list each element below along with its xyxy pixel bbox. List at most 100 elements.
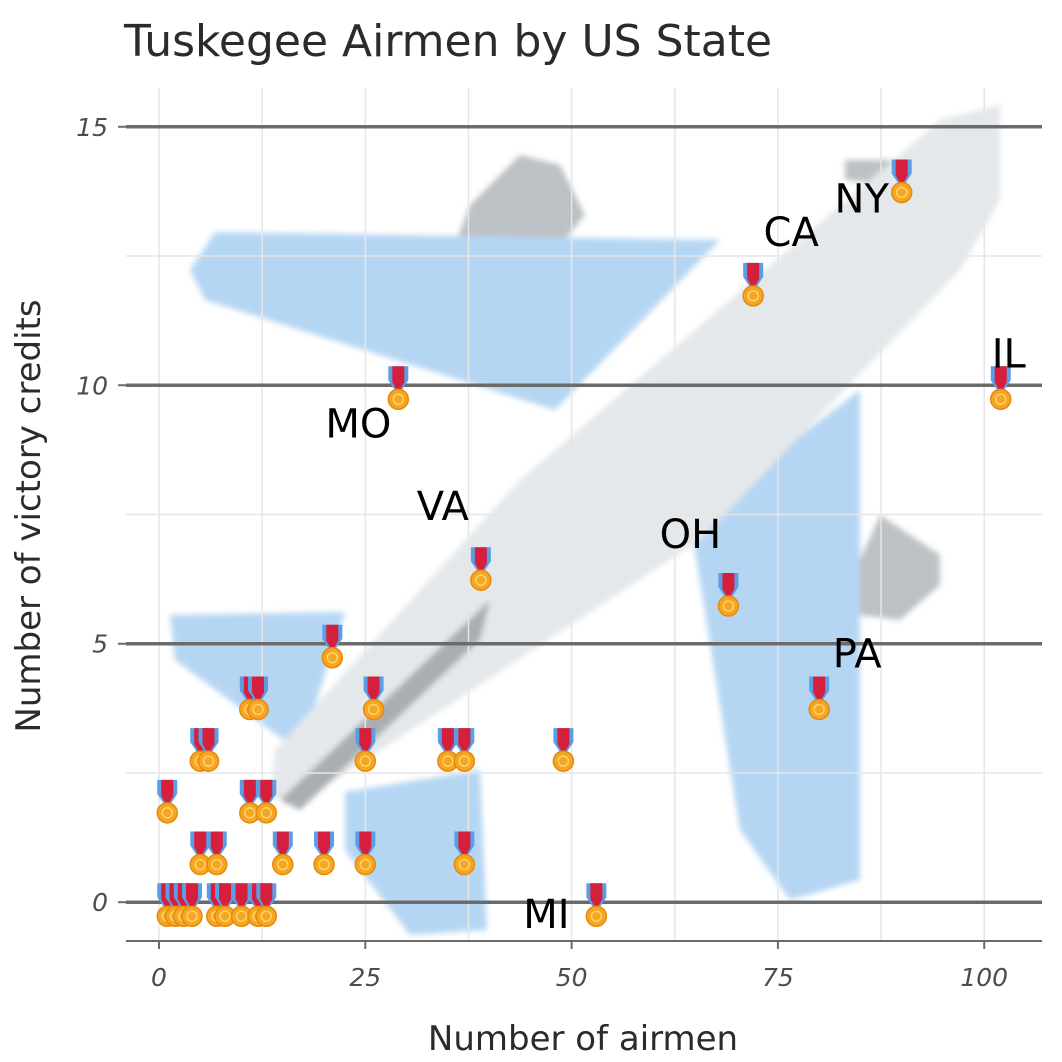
medal-ribbon: [590, 883, 603, 907]
airplane-right-tail: [345, 770, 487, 935]
medal-disc: [354, 750, 377, 772]
medal-star: [458, 755, 471, 767]
gridlines: [126, 88, 1042, 941]
airplane-fuselage: [270, 105, 1000, 800]
medal-ribbon: [276, 831, 289, 855]
medal-ribbon: [474, 547, 487, 571]
medal-disc: [181, 905, 203, 927]
medal-star: [392, 393, 405, 406]
medal-disc: [197, 750, 220, 772]
medal-ribbon: [359, 831, 372, 855]
medal-star: [202, 755, 215, 767]
medal-ribbon: [813, 676, 826, 700]
medal-star: [194, 858, 207, 871]
state-label: MI: [523, 892, 569, 938]
medal-icon: [354, 831, 377, 876]
medal-ribbon: [722, 573, 735, 597]
y-tick-label: 0: [92, 888, 108, 917]
medal-disc: [206, 853, 228, 876]
medal-disc: [989, 388, 1012, 411]
medal-disc: [321, 646, 344, 669]
medal-icon: [890, 159, 913, 204]
medal-icon: [453, 831, 476, 876]
medal-icon: [552, 728, 575, 772]
airplane-icon: [170, 105, 1000, 935]
medal-ribbon: [194, 831, 207, 855]
x-axis-title: Number of airmen: [428, 1019, 738, 1059]
x-tick-label: 100: [960, 963, 1008, 992]
medal-disc: [470, 569, 492, 591]
medal-ribbon: [252, 676, 265, 700]
medal-icon: [453, 728, 476, 772]
medal-disc: [362, 698, 385, 721]
medal-star: [895, 186, 908, 199]
x-tick-label: 25: [349, 963, 381, 992]
x-tick-label: 0: [151, 963, 167, 992]
medal-star: [219, 910, 231, 922]
medal-icon: [717, 573, 740, 617]
medal-ribbon: [219, 883, 232, 907]
state-label: IL: [992, 331, 1027, 377]
medal-icon: [989, 366, 1012, 411]
medal-star: [161, 807, 174, 819]
medal-icon: [181, 883, 203, 927]
medal-ribbon: [458, 728, 471, 752]
medal-ribbon: [994, 366, 1007, 390]
medal-ribbon: [326, 624, 339, 648]
medal-icon: [437, 728, 459, 772]
medal-icon: [742, 262, 764, 307]
medal-icon: [214, 883, 236, 927]
medal-disc: [552, 750, 575, 772]
medal-icon: [272, 831, 294, 876]
medal-star: [252, 703, 264, 716]
medal-disc: [585, 905, 608, 927]
medal-disc: [255, 802, 278, 824]
medal-ribbon: [260, 779, 273, 803]
medal-star: [186, 910, 198, 922]
medal-disc: [808, 698, 830, 721]
medal-icon: [321, 624, 344, 669]
airplane-upper-wing: [190, 232, 720, 410]
medal-ribbon: [392, 366, 405, 390]
medal-disc: [890, 181, 913, 204]
state-label: NY: [835, 176, 890, 222]
medal-icon: [354, 728, 377, 772]
medal-icon: [313, 831, 335, 876]
medal-ribbon: [367, 676, 380, 700]
medal-ribbon: [243, 779, 256, 803]
medal-disc: [387, 388, 410, 411]
medal-star: [557, 755, 570, 767]
medal-star: [359, 755, 372, 767]
axes: 0 25 50 75 100 0 5 10 15: [76, 113, 1042, 992]
medal-ribbon: [210, 831, 223, 855]
medal-icon: [239, 779, 261, 824]
medal-icon: [255, 779, 278, 824]
medal-icon: [156, 779, 179, 824]
medal-star: [367, 703, 380, 716]
medal-icon: [197, 728, 220, 772]
medal-disc: [313, 853, 335, 876]
airplane-shape: [170, 105, 1000, 935]
state-label: MO: [325, 401, 391, 447]
medal-disc: [742, 285, 764, 307]
medal-ribbon: [186, 883, 199, 907]
medal-star: [244, 807, 256, 819]
medal-ribbon: [747, 262, 760, 286]
x-tick-label: 75: [762, 963, 794, 992]
medal-icon: [255, 883, 278, 927]
medal-disc: [156, 802, 179, 824]
medal-star: [260, 807, 273, 819]
medal-disc: [354, 853, 377, 876]
medal-icon: [387, 366, 410, 411]
medal-ribbon: [318, 831, 331, 855]
medal-star: [260, 910, 273, 922]
y-axis-title: Number of victory credits: [9, 299, 49, 732]
medal-disc: [453, 750, 476, 772]
medal-icon: [362, 676, 385, 721]
medal-ribbon: [359, 728, 372, 752]
y-tick-label: 10: [76, 371, 108, 400]
state-label: OH: [660, 512, 722, 558]
y-tick-label: 5: [92, 630, 108, 659]
medal-disc: [255, 905, 278, 927]
